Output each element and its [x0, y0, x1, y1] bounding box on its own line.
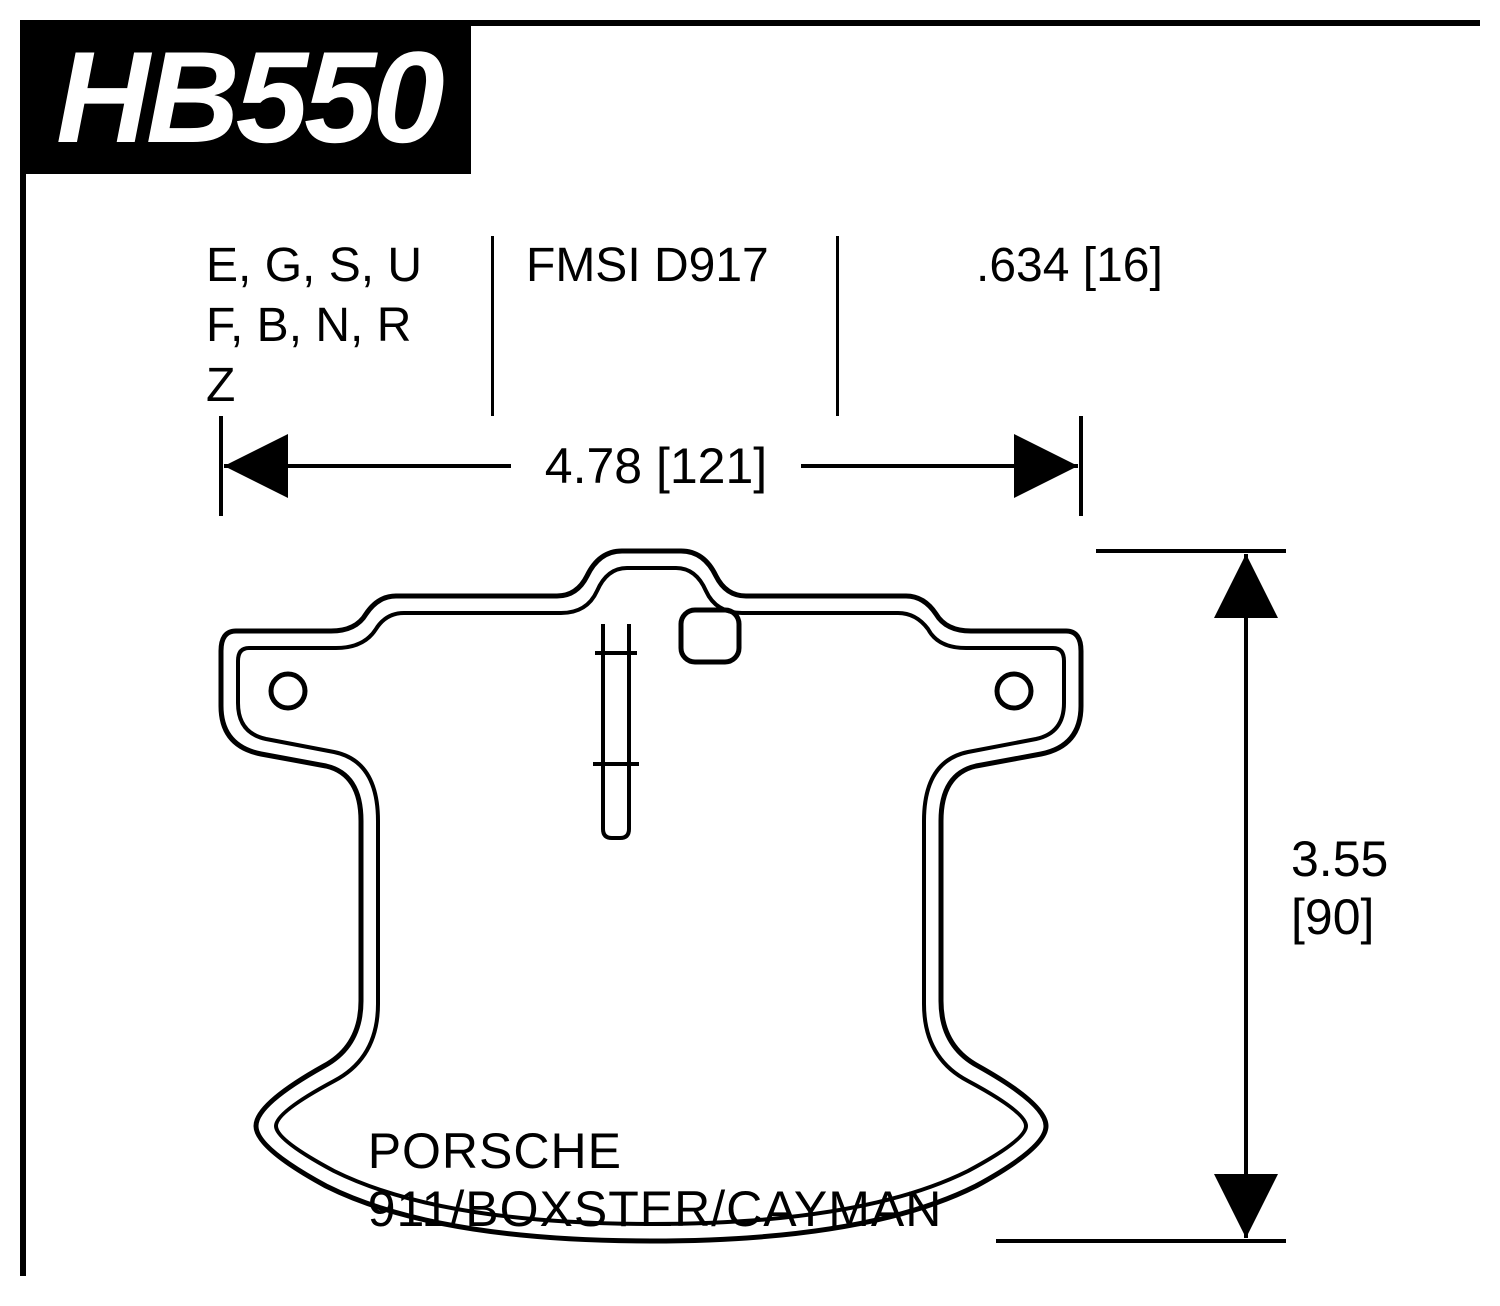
fmsi-label: FMSI D917	[526, 236, 769, 296]
info-row: E, G, S, U F, B, N, R Z FMSI D917 .634 […	[206, 236, 1306, 416]
info-divider-2	[836, 236, 839, 416]
compounds-line-1: E, G, S, U	[206, 236, 422, 296]
width-dim-text: 4.78 [121]	[545, 438, 767, 494]
height-dim-text-2: [90]	[1291, 889, 1374, 945]
width-dimension: 4.78 [121]	[221, 416, 1081, 516]
part-number: HB550	[56, 36, 441, 160]
height-dim-text-1: 3.55	[1291, 831, 1388, 887]
title-bar: HB550	[26, 26, 471, 174]
thickness-column: .634 [16]	[976, 236, 1163, 296]
application-label: PORSCHE 911/BOXSTER/CAYMAN	[368, 1122, 1095, 1238]
compounds-column: E, G, S, U F, B, N, R Z	[206, 236, 422, 416]
outer-frame: HB550 E, G, S, U F, B, N, R Z FMSI D917 …	[20, 20, 1480, 1276]
thickness-label: .634 [16]	[976, 236, 1163, 296]
compounds-line-2: F, B, N, R	[206, 296, 422, 356]
info-divider-1	[491, 236, 494, 416]
fmsi-column: FMSI D917	[526, 236, 769, 296]
